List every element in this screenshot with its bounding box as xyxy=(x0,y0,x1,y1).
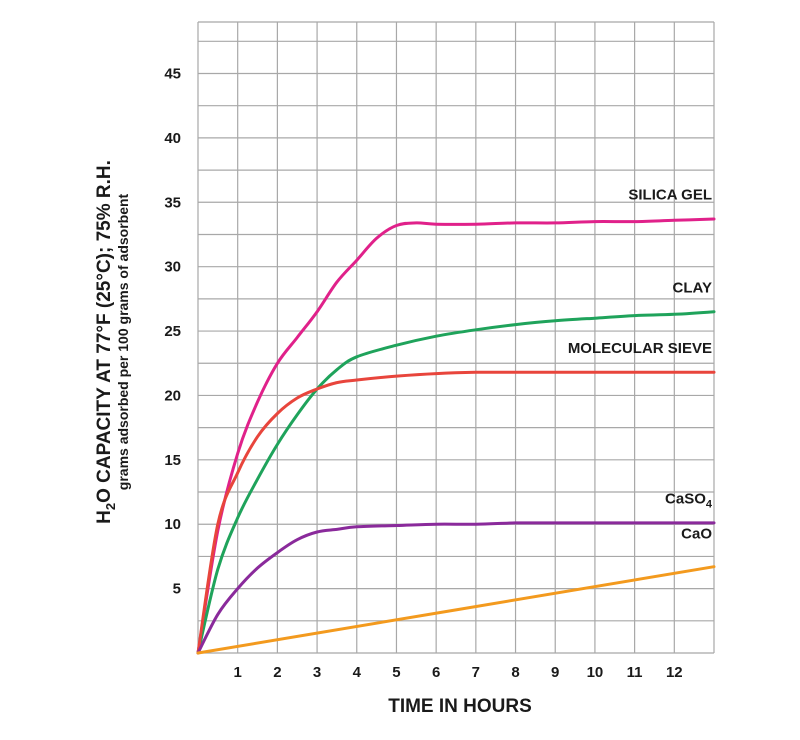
y-tick-label: 10 xyxy=(164,516,181,533)
series-label-caso4: CaSO4 xyxy=(665,491,713,511)
x-tick-label: 1 xyxy=(234,664,242,681)
series-line-silica-gel xyxy=(196,217,716,655)
y-tick-label: 20 xyxy=(164,387,181,404)
x-tick-label: 11 xyxy=(627,664,643,681)
x-axis-title: TIME IN HOURS xyxy=(388,696,532,717)
y-axis-title-group: H2O CAPACITY AT 77°F (25°C); 75% R.H. xyxy=(94,160,118,524)
y-tick-label: 40 xyxy=(164,130,181,147)
x-tick-label: 7 xyxy=(472,664,480,681)
series-lines xyxy=(196,217,716,655)
x-tick-label: 3 xyxy=(313,664,321,681)
series-line-molecular-sieve xyxy=(196,370,716,655)
series-label-cao: CaO xyxy=(681,525,712,542)
x-tick-label: 5 xyxy=(392,664,400,681)
y-axis-title-suffix: O CAPACITY AT 77°F (25°C); 75% R.H. xyxy=(94,160,115,503)
x-tick-label: 10 xyxy=(587,664,604,681)
y-tick-label: 35 xyxy=(164,194,181,211)
series-label-clay: CLAY xyxy=(673,279,712,296)
series-label-silica-gel: SILICA GEL xyxy=(628,187,712,204)
y-axis-subtitle-group: grams adsorbed per 100 grams of adsorben… xyxy=(115,193,131,490)
x-tick-label: 2 xyxy=(273,664,281,681)
series-line-caso4 xyxy=(196,521,716,655)
y-tick-label: 5 xyxy=(173,581,181,598)
x-tick-label: 8 xyxy=(511,664,519,681)
x-tick-label: 9 xyxy=(551,664,559,681)
series-line-cao xyxy=(196,565,716,655)
series-labels: SILICA GEL CLAY MOLECULAR SIEVE CaSO4 CaO xyxy=(568,187,713,543)
x-tick-labels: 1 2 3 4 5 6 7 8 9 10 11 12 xyxy=(234,664,683,681)
y-axis-subtitle: grams adsorbed per 100 grams of adsorben… xyxy=(115,193,131,490)
y-tick-label: 45 xyxy=(164,66,181,83)
y-tick-label: 30 xyxy=(164,259,181,276)
x-tick-label: 4 xyxy=(353,664,362,681)
y-axis-title-subscript: 2 xyxy=(103,503,118,510)
series-label-molecular-sieve: MOLECULAR SIEVE xyxy=(568,340,712,357)
y-tick-label: 25 xyxy=(164,323,181,340)
y-tick-label: 15 xyxy=(164,452,181,469)
grid xyxy=(197,21,715,654)
series-line-clay xyxy=(196,310,716,655)
y-axis-title: H2O CAPACITY AT 77°F (25°C); 75% R.H. xyxy=(94,160,118,524)
x-tick-label: 12 xyxy=(666,664,683,681)
x-tick-label: 6 xyxy=(432,664,440,681)
y-axis-title-prefix: H xyxy=(94,510,115,524)
y-tick-labels: 5 10 15 20 25 30 35 40 45 xyxy=(164,66,181,598)
